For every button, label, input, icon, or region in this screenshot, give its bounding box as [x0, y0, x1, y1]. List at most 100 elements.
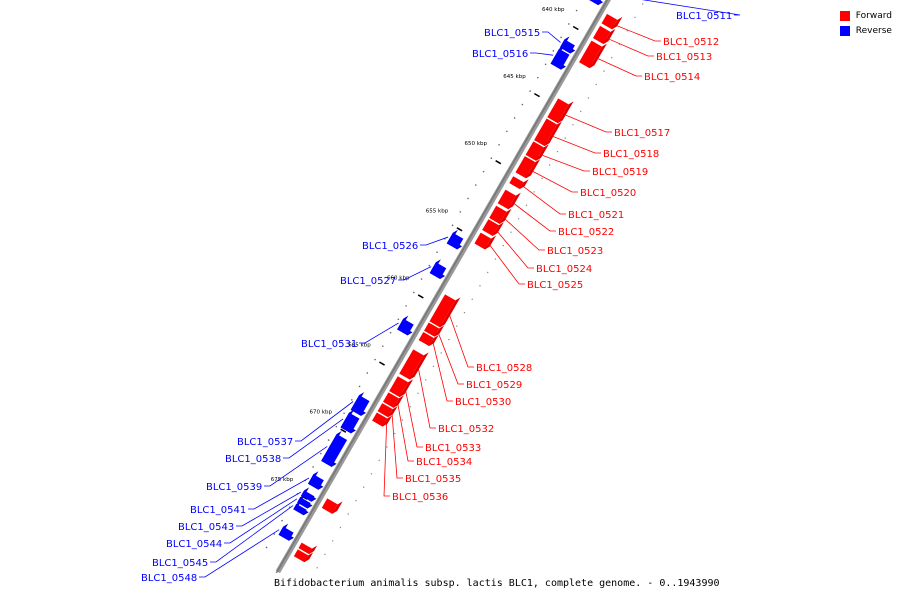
- minor-tick: [339, 526, 342, 529]
- gene-label: BLC1_0515: [484, 28, 540, 39]
- minor-tick: [506, 130, 508, 133]
- minor-tick: [312, 466, 314, 468]
- gene-blc1-0545[interactable]: [293, 503, 307, 516]
- gene-blc1-0522-top: [508, 192, 521, 210]
- minor-tick: [413, 291, 415, 294]
- minor-tick: [343, 412, 345, 415]
- gene-blc1-0528[interactable]: [429, 294, 456, 328]
- gene-blc1-0522[interactable]: [497, 189, 516, 210]
- minor-tick: [642, 3, 644, 5]
- minor-tick: [549, 164, 551, 166]
- legend-reverse: Reverse: [839, 23, 892, 38]
- minor-tick: [448, 338, 450, 341]
- gene-label: BLC1_0539: [206, 482, 262, 493]
- gene-unlabeled[interactable]: [293, 549, 309, 563]
- gene-blc1-0520[interactable]: [515, 156, 536, 179]
- minor-tick: [320, 452, 322, 455]
- gene-blc1-0543[interactable]: [301, 490, 315, 502]
- reverse-swatch: [839, 25, 850, 36]
- label-leader: [542, 31, 561, 43]
- gene-blc1-0523[interactable]: [489, 205, 507, 224]
- gene-blc1-0511[interactable]: [588, 0, 606, 6]
- gene-label: BLC1_0533: [425, 443, 481, 454]
- gene-blc1-0539[interactable]: [321, 434, 348, 467]
- minor-tick: [463, 312, 466, 314]
- gene-blc1-0533[interactable]: [389, 376, 409, 398]
- gene-blc1-0518[interactable]: [534, 118, 557, 146]
- minor-tick: [405, 305, 407, 307]
- gene-blc1-0534[interactable]: [383, 392, 399, 408]
- minor-tick: [479, 285, 481, 287]
- gene-blc1-0532-top: [409, 352, 429, 380]
- gene-blc1-0525[interactable]: [474, 232, 492, 250]
- minor-tick: [273, 533, 276, 535]
- gene-blc1-0518-top: [544, 121, 562, 146]
- gene-label: BLC1_0526: [362, 241, 418, 252]
- gene-blc1-0529[interactable]: [424, 322, 440, 337]
- gene-blc1-0535-top: [388, 406, 398, 418]
- gene-unlabeled-top: [332, 501, 343, 514]
- kbp-tick-label: 670 kbp: [310, 410, 333, 416]
- gene-label: BLC1_0524: [536, 264, 592, 275]
- gene-blc1-0516[interactable]: [550, 48, 570, 70]
- gene-blc1-0521-top: [519, 179, 529, 189]
- gene-blc1-0513-top: [603, 28, 616, 44]
- gene-blc1-0513[interactable]: [593, 25, 611, 44]
- label-leader: [497, 231, 534, 269]
- minor-tick: [513, 117, 516, 119]
- gene-blc1-0531[interactable]: [397, 318, 414, 336]
- label-leader: [210, 505, 294, 563]
- major-tick: [534, 92, 540, 98]
- gene-blc1-0530[interactable]: [418, 331, 434, 346]
- minor-tick: [440, 352, 442, 354]
- gene-unlabeled[interactable]: [298, 542, 313, 555]
- minor-tick: [281, 519, 283, 522]
- kbp-tick-label: 645 kbp: [503, 74, 526, 80]
- gene-blc1-0526[interactable]: [446, 232, 464, 250]
- gene-blc1-0527[interactable]: [429, 262, 447, 279]
- minor-tick: [401, 419, 404, 421]
- gene-blc1-0512[interactable]: [601, 13, 618, 30]
- genome-caption: Bifidobacterium animalis subsp. lactis B…: [274, 578, 720, 589]
- minor-tick: [575, 9, 578, 12]
- minor-tick: [386, 446, 388, 448]
- label-leader: [513, 203, 556, 232]
- label-leader: [530, 52, 554, 56]
- label-leader: [418, 368, 436, 429]
- gene-blc1-0515[interactable]: [559, 39, 575, 54]
- label-leader: [532, 170, 578, 193]
- gene-blc1-0514[interactable]: [579, 40, 602, 69]
- gene-label: BLC1_0513: [656, 52, 712, 63]
- gene-blc1-0537[interactable]: [350, 395, 370, 416]
- gene-blc1-0536[interactable]: [372, 412, 388, 427]
- minor-tick: [327, 439, 330, 441]
- gene-blc1-0520-top: [525, 159, 541, 179]
- gene-blc1-0538[interactable]: [340, 412, 360, 434]
- minor-tick: [568, 23, 570, 25]
- gene-blc1-0524[interactable]: [482, 219, 499, 236]
- gene-label: BLC1_0532: [438, 424, 494, 435]
- gene-blc1-0532[interactable]: [399, 349, 424, 380]
- gene-blc1-0519-top: [536, 144, 549, 161]
- gene-blc1-0519[interactable]: [525, 141, 544, 161]
- minor-tick: [587, 97, 590, 99]
- minor-tick: [544, 63, 547, 66]
- gene-blc1-0548[interactable]: [278, 526, 294, 541]
- gene-blc1-0544[interactable]: [297, 497, 311, 509]
- minor-tick: [316, 567, 318, 569]
- minor-tick: [521, 103, 524, 106]
- gene-blc1-0541[interactable]: [308, 474, 324, 490]
- backbone-edge: [275, 0, 609, 574]
- kbp-tick-label: 660 kbp: [387, 275, 410, 281]
- label-leader: [398, 266, 432, 281]
- gene-unlabeled[interactable]: [321, 498, 338, 514]
- label-leader: [397, 403, 414, 462]
- gene-blc1-0517[interactable]: [547, 98, 569, 124]
- minor-tick: [355, 499, 357, 502]
- minor-tick: [611, 56, 613, 59]
- gene-blc1-0521[interactable]: [509, 176, 524, 189]
- minor-tick: [417, 392, 419, 394]
- gene-label: BLC1_0520: [580, 188, 636, 199]
- gene-blc1-0535[interactable]: [377, 403, 393, 418]
- minor-tick: [451, 224, 454, 227]
